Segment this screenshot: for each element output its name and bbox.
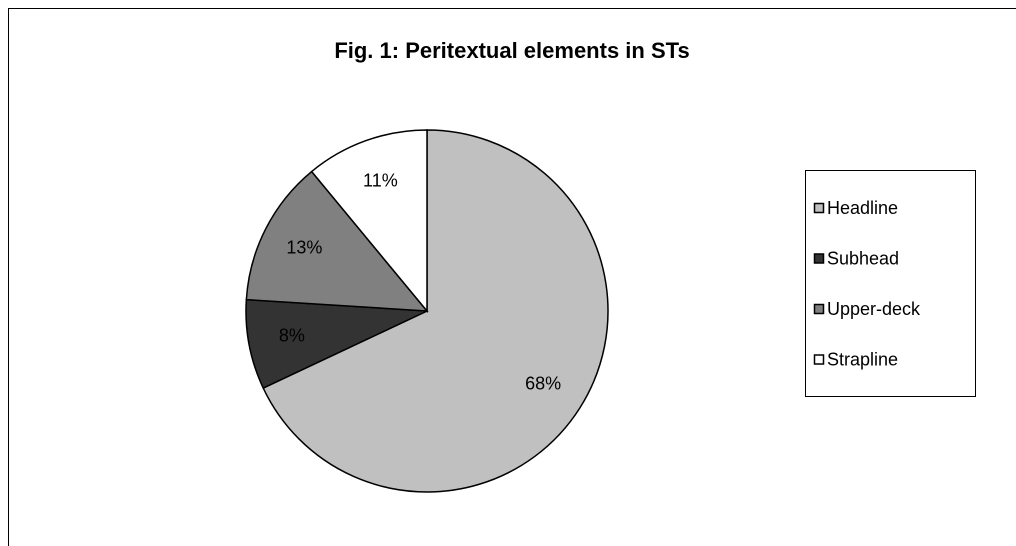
legend-swatch bbox=[813, 253, 825, 264]
pie-slice bbox=[245, 170, 429, 312]
pie-slice bbox=[310, 129, 428, 314]
legend-label: Headline bbox=[827, 198, 898, 218]
legend-swatch bbox=[813, 303, 825, 315]
legend-label: Subhead bbox=[827, 248, 899, 268]
data-label: 11% bbox=[363, 170, 398, 190]
data-label: 68% bbox=[525, 373, 561, 393]
legend-label: Strapline bbox=[827, 349, 898, 369]
legend-label: Upper-deck bbox=[827, 299, 921, 319]
legend-swatch bbox=[813, 354, 825, 365]
legend-box bbox=[805, 170, 976, 397]
data-label: 8% bbox=[279, 326, 305, 346]
pie-slice bbox=[245, 298, 428, 390]
pie-slice bbox=[262, 129, 609, 493]
chart-title: Fig. 1: Peritextual elements in STs bbox=[334, 38, 689, 63]
legend-swatch bbox=[813, 202, 825, 214]
data-label: 13% bbox=[286, 237, 322, 257]
